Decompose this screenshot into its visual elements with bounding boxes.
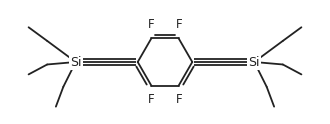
- Text: Si: Si: [248, 56, 260, 68]
- Text: F: F: [176, 93, 182, 106]
- Text: F: F: [148, 18, 154, 31]
- Text: Si: Si: [70, 56, 82, 68]
- Text: F: F: [176, 18, 182, 31]
- Text: F: F: [148, 93, 154, 106]
